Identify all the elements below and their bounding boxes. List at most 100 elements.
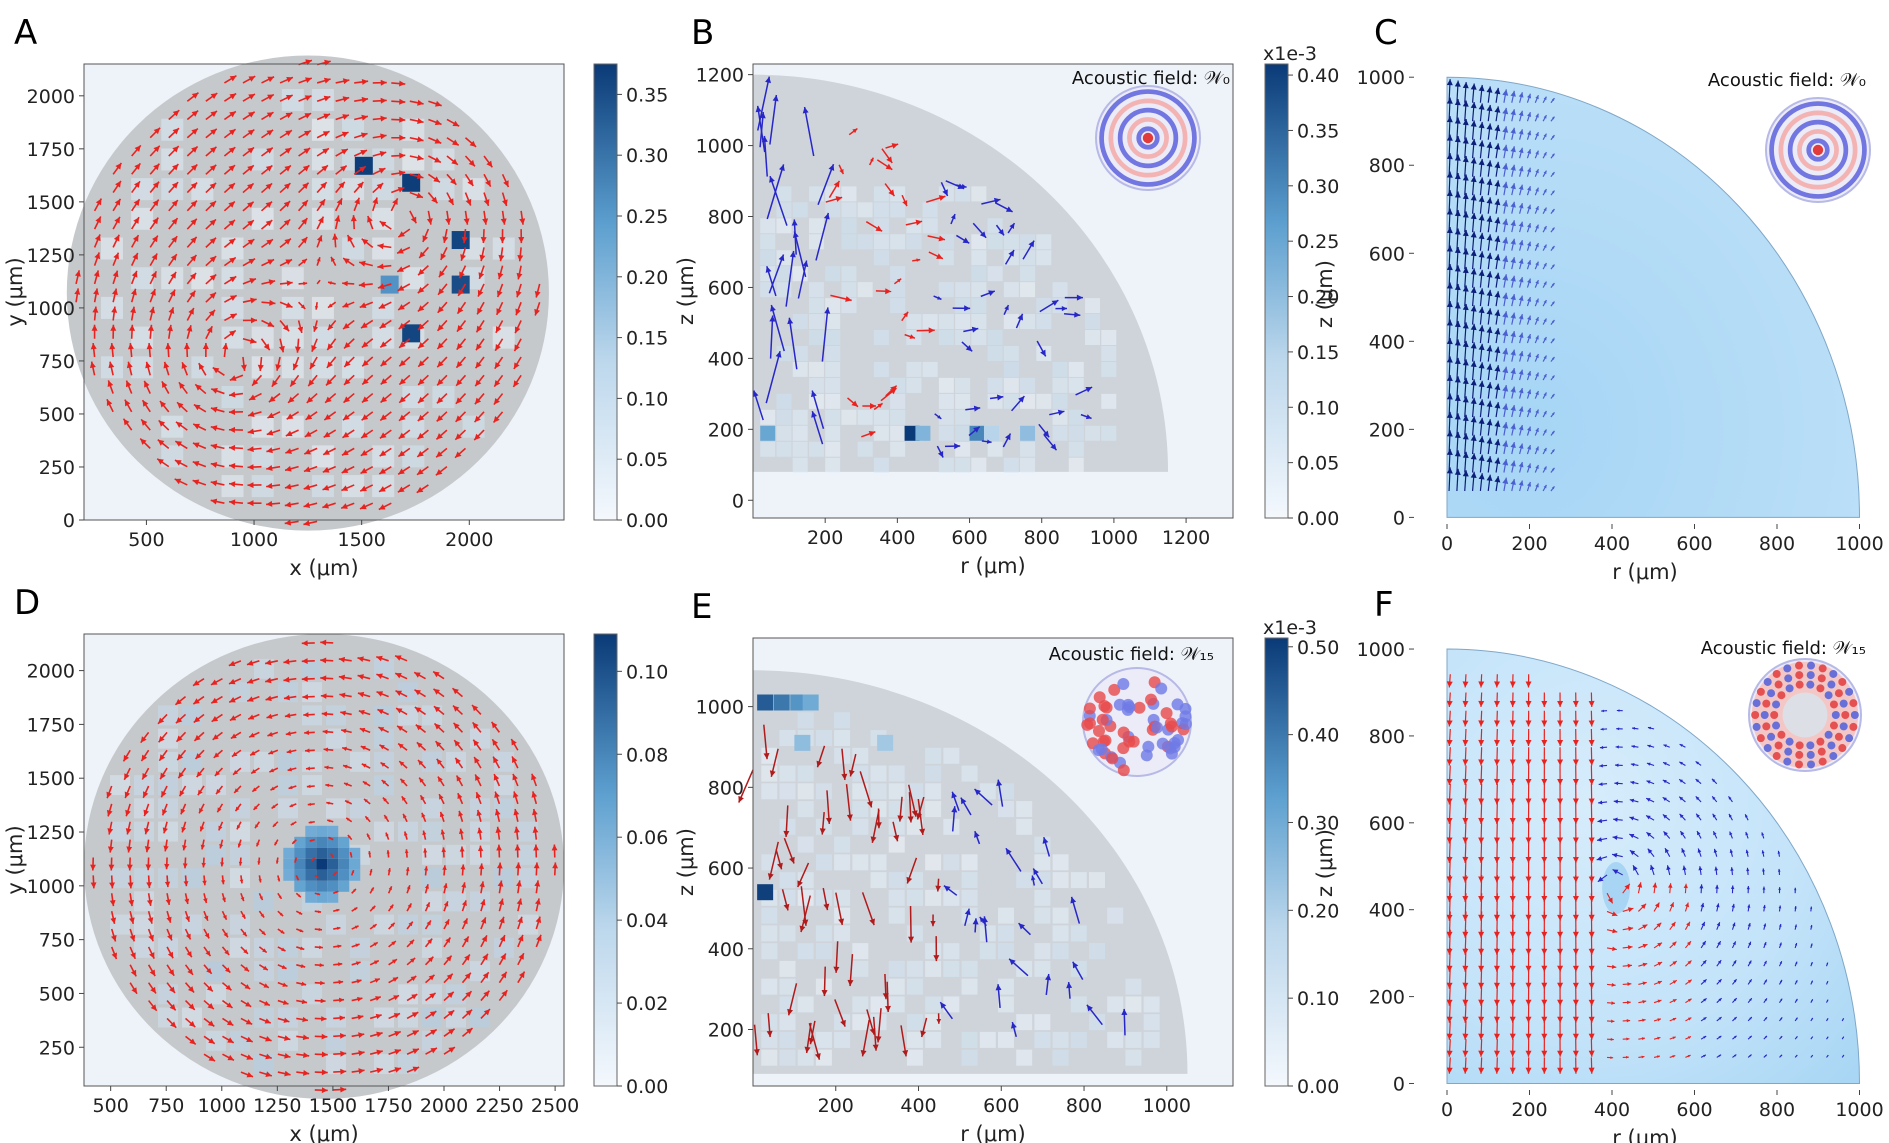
arrow-head [270,786,275,791]
flow-arrow [1518,461,1524,473]
flow-arrow [417,374,429,386]
speed-cell [943,854,960,871]
flow-arrow [110,928,117,942]
arrow-head [416,486,424,493]
speed-cell [857,441,873,457]
arrow-head [457,325,464,332]
speed-cell [1003,361,1019,377]
flow-arrow [223,164,236,175]
speed-cell [1016,1049,1033,1066]
arrow-head [787,317,794,325]
y-tick-label: 750 [39,351,75,373]
speed-cell [254,891,274,912]
arrow-head [142,400,149,407]
flow-arrow [203,1017,215,1027]
speed-cell [815,854,832,871]
hot-cell [305,858,317,870]
arrow-head [376,183,384,190]
flow-arrow [1446,208,1453,233]
flow-arrow [379,319,392,329]
speed-cell [278,1007,298,1028]
speed-cell [955,425,971,441]
arrow-head [109,343,116,350]
speed-cell [158,705,178,726]
arrow-head [147,917,154,924]
arrow-head [1494,383,1501,391]
arrow-head [294,346,301,353]
arrow-head [765,76,771,84]
arrow-head [1510,479,1516,486]
speed-cell [1020,314,1036,330]
arrow-head [1462,359,1469,366]
arrow-head [1543,447,1547,452]
flow-arrow [1486,197,1493,214]
arrow-head [1518,110,1524,117]
flow-arrow [342,257,355,267]
flow-arrow [1550,486,1555,492]
speed-cell [792,202,808,218]
arrow-head [210,111,218,118]
colorbar-tick-label: 0.25 [626,206,668,228]
arrow-head [1510,368,1516,375]
arrow-head [128,899,135,907]
flow-arrow [258,910,265,918]
flow-arrow [1446,430,1453,455]
flow-arrow [93,270,100,285]
arrow-head [513,362,520,370]
speed-cell [987,234,1003,250]
arrow-head [171,236,178,243]
arrow-head [1551,116,1555,120]
arrow-head [189,290,196,298]
arrow-head [283,1035,291,1041]
flow-arrow [455,356,467,369]
arrow-head [177,402,184,409]
speed-cell [432,148,455,171]
flow-arrow [1470,157,1477,177]
speed-cell [131,207,154,230]
flow-arrow [1478,214,1485,233]
speed-cell [779,960,796,977]
arrow-head [1510,275,1516,282]
flow-arrow [272,821,279,828]
arrow-head [341,467,349,473]
flow-arrow [1518,424,1524,436]
flow-arrow [437,283,448,296]
arrow-head [869,402,876,409]
speed-cell [422,937,442,958]
flow-arrow [322,447,337,456]
flow-arrow [1542,373,1547,381]
flow-arrow [258,892,264,901]
flow-arrow [1478,417,1485,436]
flow-arrow [1478,140,1485,159]
arrow-head [226,1019,234,1026]
flow-arrow [253,803,260,811]
arrow-head [267,731,273,737]
speed-cell [888,907,905,924]
flow-arrow [277,1070,291,1077]
arrow-shaft [765,350,781,404]
speed-cell [987,330,1003,346]
speed-cell [230,844,250,865]
flow-arrow [492,411,504,424]
flow-arrow [186,218,198,230]
inset-ring [1117,107,1179,169]
flow-arrow [354,96,369,103]
speed-cell [372,207,395,230]
simulation-domain [1446,76,1861,518]
arrow-head [1454,450,1461,457]
flow-arrow [277,946,286,952]
flow-arrow [343,374,355,386]
speed-cell [792,314,808,330]
arrow-head [1551,190,1555,194]
arrow-head [1502,329,1509,337]
flow-arrow [1446,319,1453,344]
flow-arrow [240,1035,254,1043]
arrow-shaft [815,212,830,261]
speed-cell [776,409,792,425]
flow-arrow [1502,237,1509,251]
x-tick-label: 600 [1676,533,1712,555]
flow-arrow [205,200,217,212]
flow-arrow [1518,92,1524,103]
flow-arrow [1494,291,1501,307]
arrow-head [377,283,385,290]
